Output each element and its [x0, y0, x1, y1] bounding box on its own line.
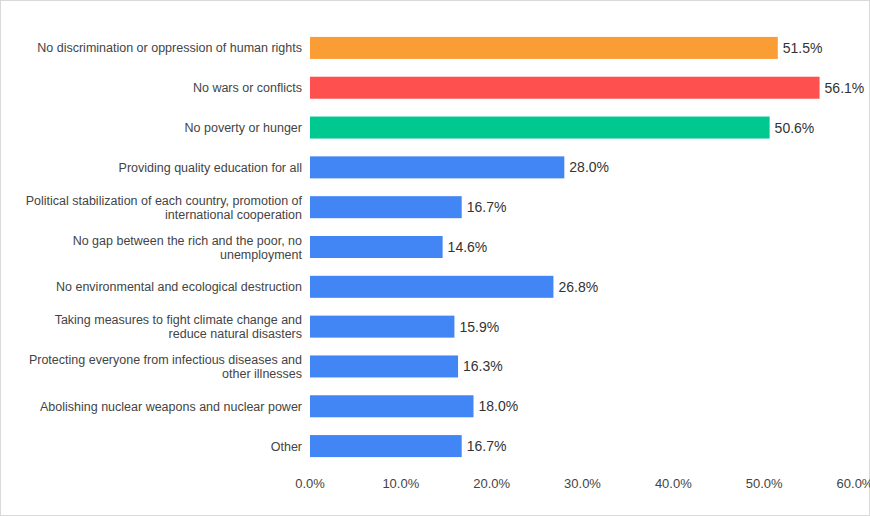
data-label: 16.3% — [463, 358, 503, 374]
bar — [310, 435, 462, 457]
bar — [310, 77, 820, 99]
bar — [310, 316, 454, 338]
category-label: No discrimination or oppression of human… — [37, 41, 302, 55]
bar — [310, 395, 474, 417]
category-label: No gap between the rich and the poor, no… — [73, 234, 303, 262]
data-label: 26.8% — [558, 279, 598, 295]
category-label: Political stabilization of each country,… — [26, 194, 303, 222]
data-label: 56.1% — [825, 80, 865, 96]
bar — [310, 156, 564, 178]
data-label: 50.6% — [775, 120, 815, 136]
category-label: Taking measures to fight climate change … — [55, 313, 302, 341]
data-label: 18.0% — [479, 398, 519, 414]
tick-label: 20.0% — [473, 476, 510, 491]
category-label: Other — [271, 440, 302, 454]
tick-mark — [491, 466, 492, 467]
data-label: 15.9% — [459, 319, 499, 335]
data-label: 16.7% — [467, 199, 507, 215]
bar — [310, 355, 458, 377]
tick-mark — [310, 466, 311, 467]
data-label: 14.6% — [448, 239, 488, 255]
category-label: Providing quality education for all — [119, 161, 302, 175]
category-label: No poverty or hunger — [185, 121, 302, 135]
data-label: 28.0% — [569, 159, 609, 175]
tick-mark — [582, 466, 583, 467]
bar — [310, 236, 443, 258]
bars — [310, 37, 820, 457]
bar — [310, 37, 778, 59]
tick-label: 0.0% — [295, 476, 325, 491]
tick-mark — [855, 466, 856, 467]
bar — [310, 117, 770, 139]
tick-label: 30.0% — [564, 476, 601, 491]
frame — [1, 1, 870, 516]
category-label: Protecting everyone from infectious dise… — [29, 353, 302, 381]
tick-mark — [673, 466, 674, 467]
tick-label: 50.0% — [746, 476, 783, 491]
data-label: 51.5% — [783, 40, 823, 56]
category-label: Abolishing nuclear weapons and nuclear p… — [40, 400, 302, 414]
tick-label: 10.0% — [382, 476, 419, 491]
tick-mark — [764, 466, 765, 467]
category-label: No environmental and ecological destruct… — [56, 280, 302, 294]
tick-label: 40.0% — [655, 476, 692, 491]
bar — [310, 276, 553, 298]
category-label: No wars or conflicts — [193, 81, 302, 95]
chart: 0.0% 10.0% 20.0% 30.0% 40.0% 50.0% 60.0% 51.5% 5… — [0, 0, 870, 516]
tick-mark — [400, 466, 401, 467]
data-label: 16.7% — [467, 438, 507, 454]
tick-label: 60.0% — [837, 476, 870, 491]
bar — [310, 196, 462, 218]
